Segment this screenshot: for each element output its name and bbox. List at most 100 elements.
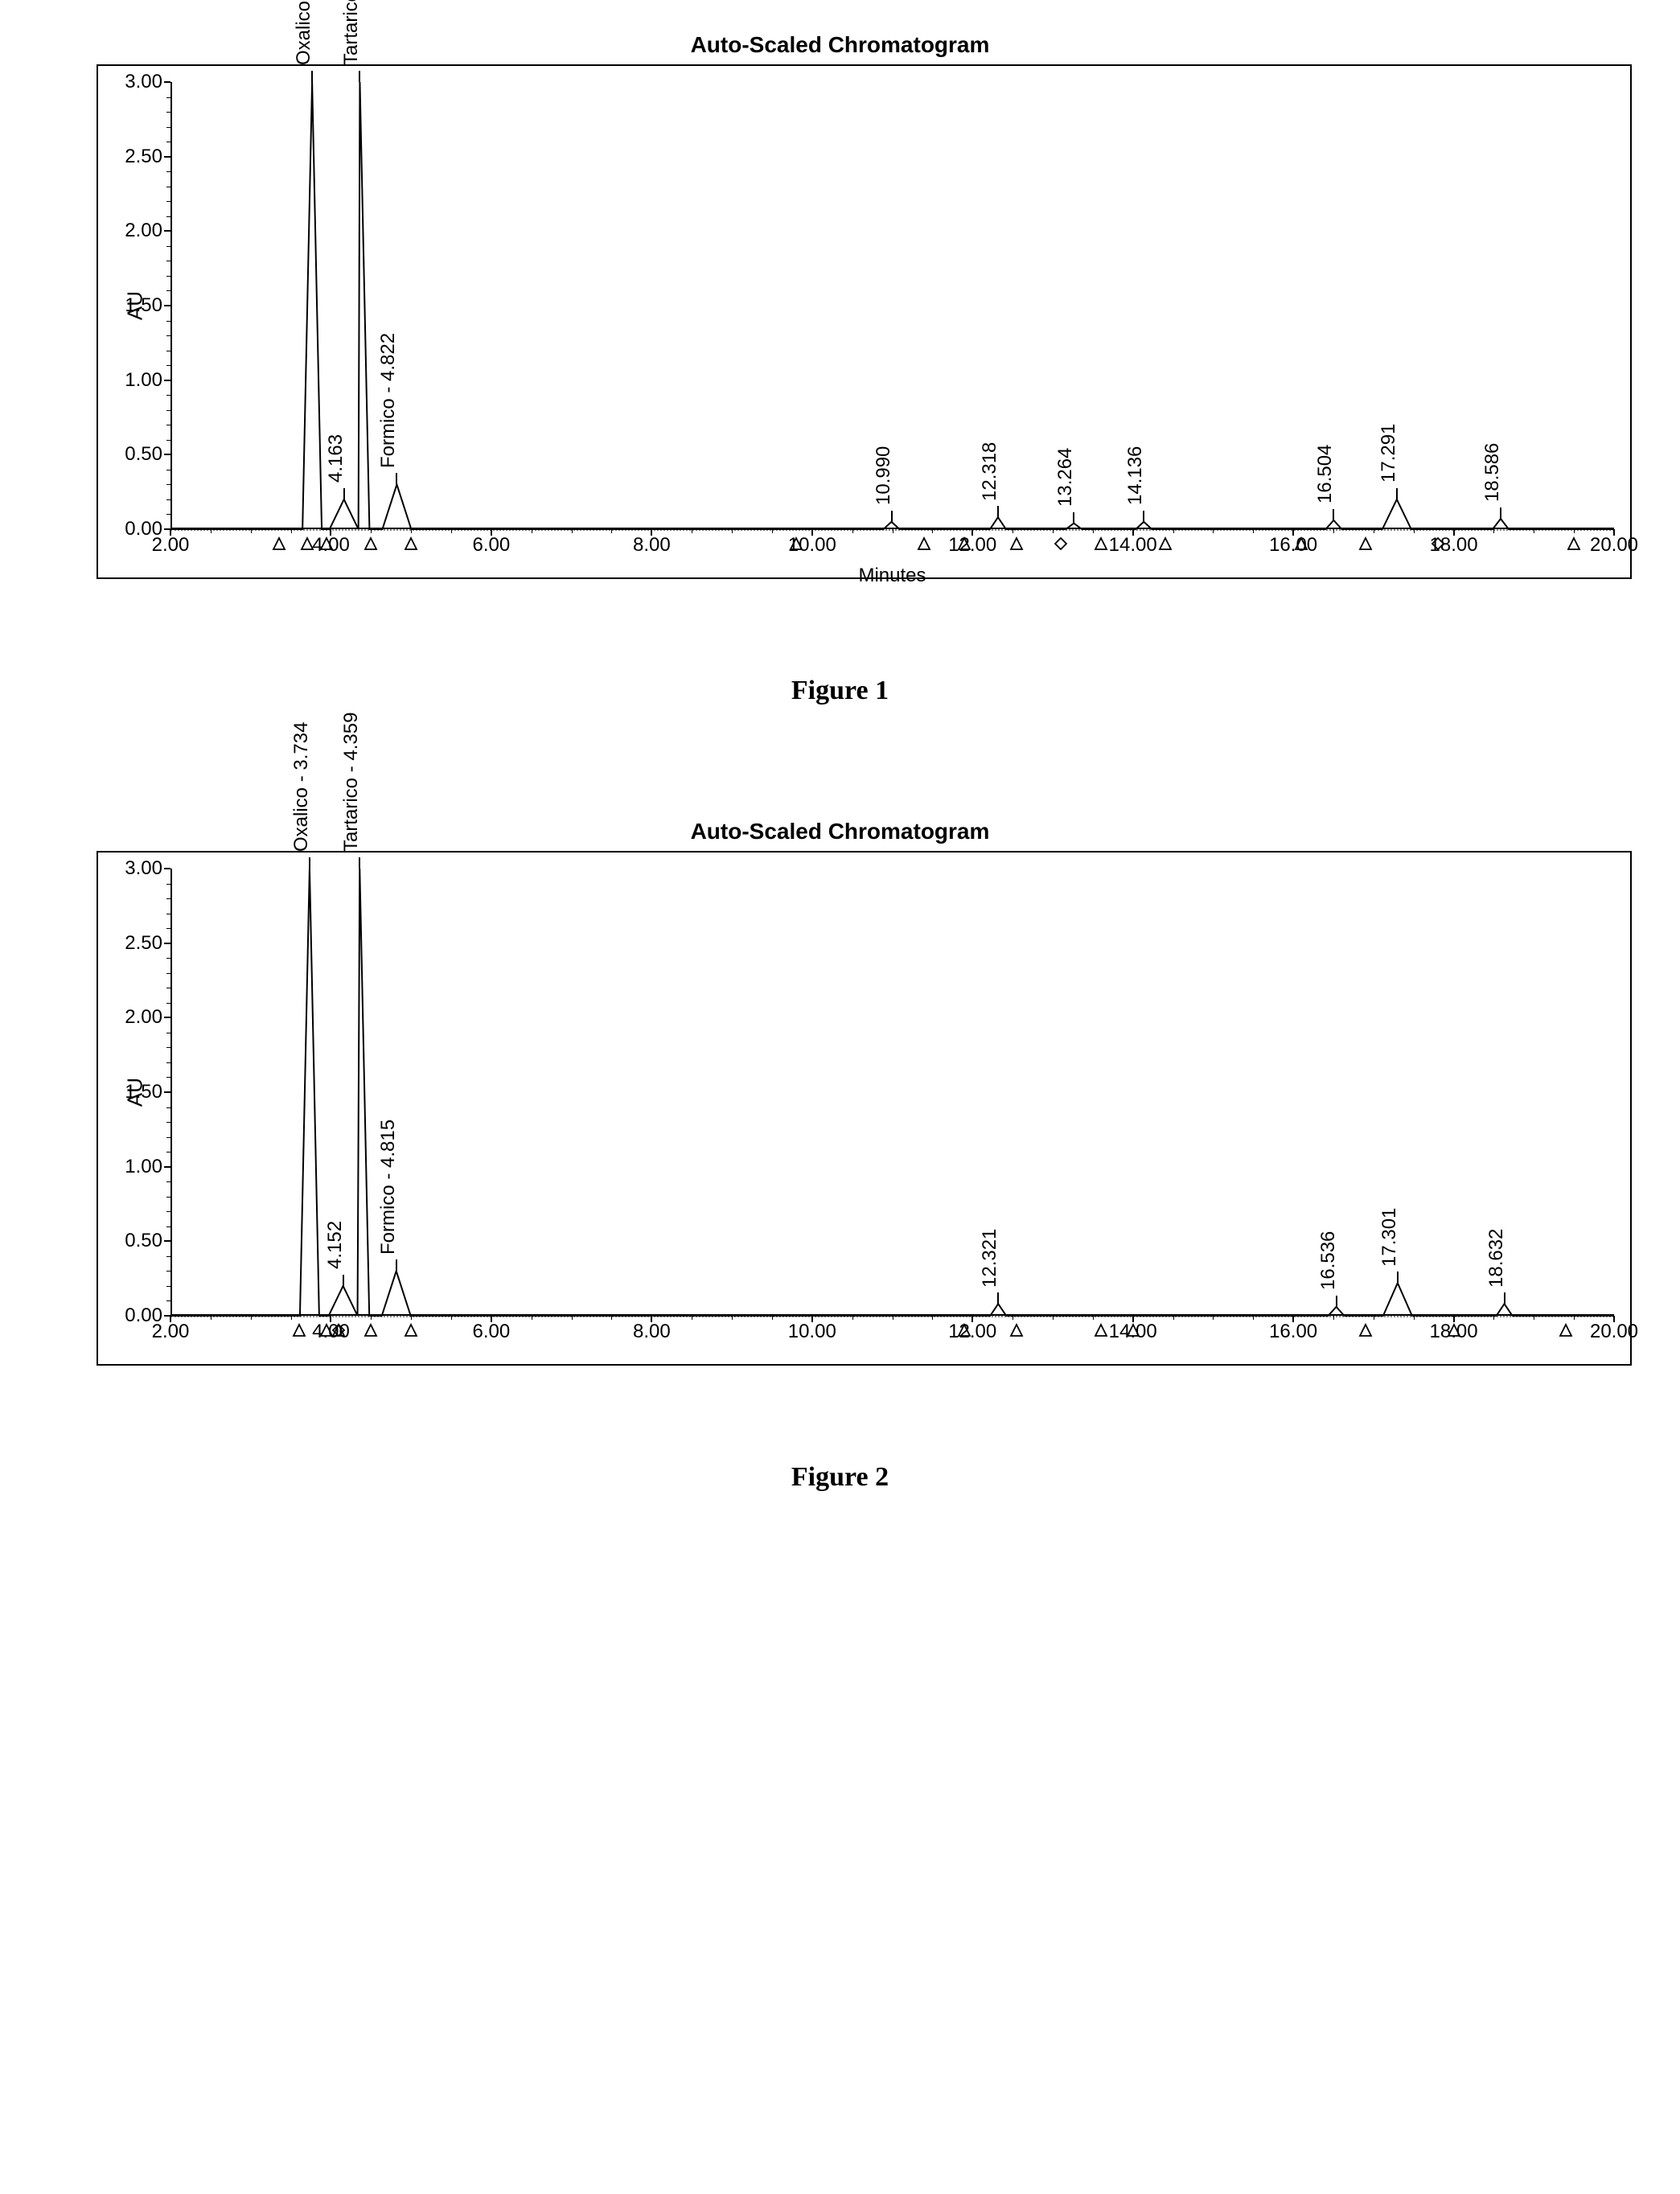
diamond-marker-icon <box>331 1323 346 1337</box>
peak-label: 16.536 <box>1317 1231 1340 1290</box>
peak-label: Tartarico - 4.359 <box>340 713 363 852</box>
x-tick-label: 6.00 <box>473 1321 511 1343</box>
triangle-marker-icon <box>1358 1323 1373 1337</box>
x-tick-mark <box>651 529 652 536</box>
peak-apex-tick <box>311 71 313 82</box>
x-tick-mark <box>811 529 813 536</box>
x-tick-mark <box>170 529 171 536</box>
x-tick-mark <box>651 1316 652 1322</box>
x-tick-label: 14.00 <box>1109 534 1157 557</box>
y-tick-mark <box>164 1091 170 1093</box>
x-tick-mark <box>1613 1316 1615 1322</box>
triangle-marker-icon <box>1447 1323 1461 1337</box>
peak-label: Oxalico - 3.734 <box>290 722 313 852</box>
x-tick-mark <box>1292 529 1294 536</box>
peak-label: 17.301 <box>1378 1207 1401 1266</box>
peak-apex-tick <box>891 511 893 522</box>
peak-apex-tick <box>343 1275 344 1286</box>
triangle-marker-icon <box>1158 536 1173 551</box>
x-tick-minor <box>1333 529 1334 533</box>
peak-apex-tick <box>396 473 397 484</box>
x-tick-label: 16.00 <box>1269 1321 1317 1343</box>
y-tick-label: 1.00 <box>114 369 162 392</box>
y-tick-mark <box>164 1240 170 1242</box>
peak-apex-tick <box>1143 511 1144 522</box>
diamond-marker-icon <box>1431 536 1445 551</box>
figure-caption: Figure 2 <box>32 1462 1648 1493</box>
y-tick-mark <box>164 1166 170 1168</box>
peak-label: 4.163 <box>325 434 347 483</box>
peak-label: Oxalico - 3.766 <box>293 0 315 65</box>
peak-apex-tick <box>997 1292 999 1304</box>
x-tick-minor <box>1333 1316 1334 1320</box>
x-tick-mark <box>330 529 331 536</box>
y-tick-mark <box>164 230 170 232</box>
triangle-marker-icon <box>1126 1323 1140 1337</box>
peak-apex-tick <box>1504 1292 1505 1304</box>
x-tick-mark <box>971 1316 973 1322</box>
x-tick-mark <box>971 529 973 536</box>
y-tick-label: 3.00 <box>114 71 162 93</box>
peak-label: 13.264 <box>1054 448 1077 507</box>
y-tick-label: 2.50 <box>114 932 162 955</box>
x-tick-mark <box>1453 1316 1455 1322</box>
figure-block: Auto-Scaled ChromatogramAU0.000.501.001.… <box>32 819 1648 1493</box>
x-tick-minor <box>1493 529 1494 533</box>
figure-caption: Figure 1 <box>32 676 1648 706</box>
diamond-marker-icon <box>1054 536 1068 551</box>
peak-apex-tick <box>1336 1296 1337 1307</box>
peak-label: 4.152 <box>324 1221 347 1269</box>
x-tick-label: 6.00 <box>473 534 511 557</box>
peak-label: Tartarico - 4.361 <box>340 0 363 65</box>
x-tick-label: 12.00 <box>948 534 996 557</box>
triangle-marker-icon <box>1094 536 1108 551</box>
chart-title: Auto-Scaled Chromatogram <box>32 819 1648 844</box>
triangle-marker-icon <box>917 536 931 551</box>
x-tick-label: 2.00 <box>152 534 190 557</box>
triangle-marker-icon <box>319 536 334 551</box>
peak-label: Formico - 4.822 <box>377 333 400 468</box>
x-tick-label: 10.00 <box>788 1321 836 1343</box>
x-tick-mark <box>170 1316 171 1322</box>
triangle-marker-icon <box>364 536 378 551</box>
peak-apex-tick <box>309 857 310 869</box>
triangle-marker-icon <box>789 536 803 551</box>
triangle-marker-icon <box>1567 536 1581 551</box>
y-tick-label: 0.50 <box>114 1230 162 1252</box>
peak-apex-tick <box>1397 1272 1399 1283</box>
triangle-marker-icon <box>272 536 286 551</box>
y-tick-mark <box>164 156 170 158</box>
y-tick-label: 2.00 <box>114 220 162 242</box>
y-tick-label: 2.00 <box>114 1006 162 1029</box>
y-tick-label: 1.00 <box>114 1156 162 1178</box>
x-tick-label: 20.00 <box>1590 534 1638 557</box>
peak-apex-tick <box>1396 488 1398 499</box>
x-tick-label: 8.00 <box>633 1321 671 1343</box>
peak-label: Formico - 4.815 <box>377 1120 400 1255</box>
chart-container: AU0.000.501.001.502.002.503.002.004.006.… <box>97 851 1632 1366</box>
triangle-marker-icon <box>364 1323 378 1337</box>
peak-label: 12.321 <box>979 1228 1001 1287</box>
page: Auto-Scaled ChromatogramAUMinutes0.000.5… <box>32 32 1648 1493</box>
y-tick-label: 1.50 <box>114 1081 162 1103</box>
peak-label: 16.504 <box>1314 445 1337 503</box>
x-tick-mark <box>811 1316 813 1322</box>
y-tick-mark <box>164 943 170 944</box>
peak-apex-tick <box>997 506 999 517</box>
triangle-marker-icon <box>404 536 418 551</box>
y-tick-label: 0.50 <box>114 443 162 466</box>
y-tick-mark <box>164 81 170 83</box>
y-tick-mark <box>164 380 170 381</box>
chart-container: AUMinutes0.000.501.001.502.002.503.002.0… <box>97 64 1632 579</box>
triangle-marker-icon <box>1009 536 1024 551</box>
y-tick-mark <box>164 1017 170 1018</box>
x-axis-label: Minutes <box>858 565 926 587</box>
x-tick-mark <box>491 1316 492 1322</box>
peak-label: 14.136 <box>1124 446 1147 505</box>
peak-label: 18.632 <box>1485 1228 1508 1287</box>
peak-label: 17.291 <box>1378 424 1400 483</box>
peak-label: 10.990 <box>873 446 895 505</box>
y-tick-label: 3.00 <box>114 857 162 880</box>
triangle-marker-icon <box>1009 1323 1024 1337</box>
chart-title: Auto-Scaled Chromatogram <box>32 32 1648 58</box>
